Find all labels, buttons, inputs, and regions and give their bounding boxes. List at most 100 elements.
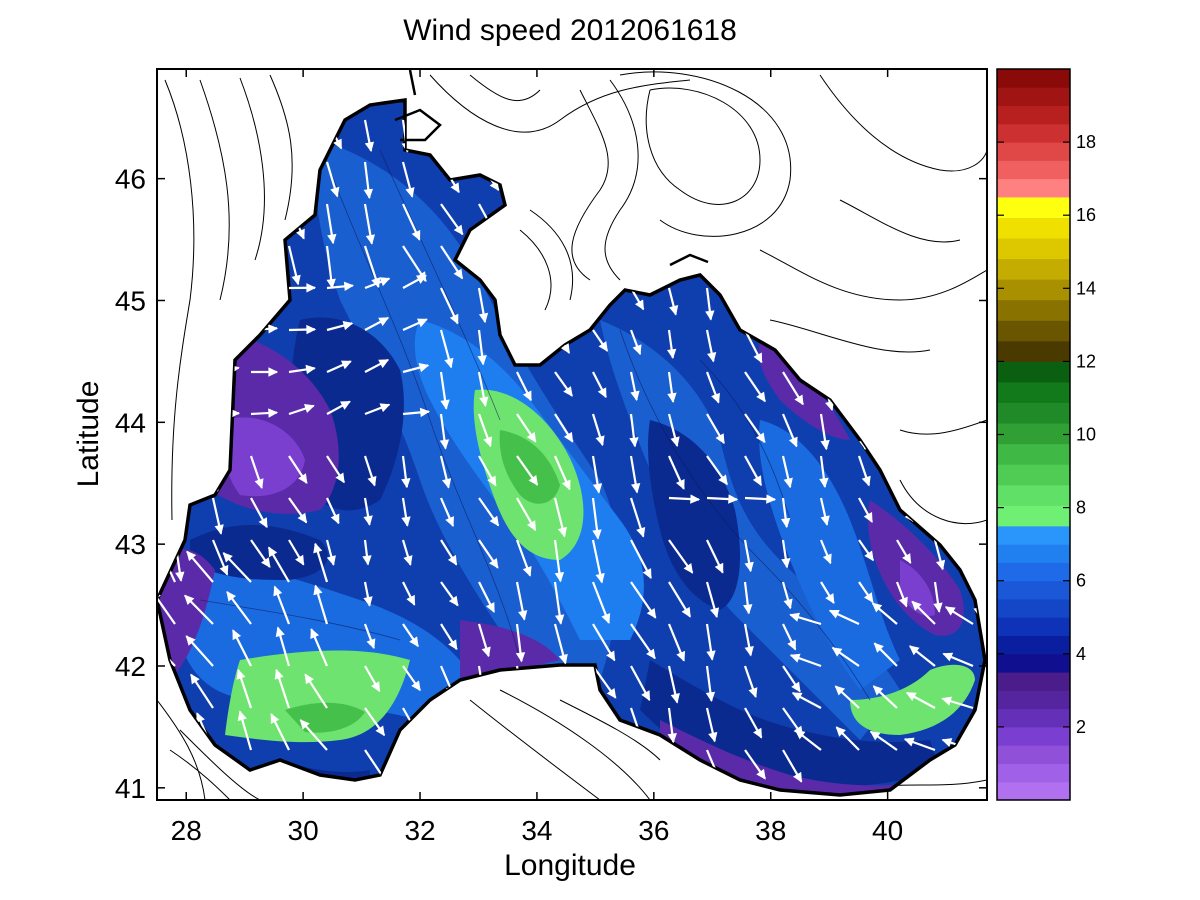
- wind-arrow: [477, 623, 491, 658]
- wind-arrow: [835, 726, 860, 751]
- wind-arrow: [288, 497, 308, 524]
- wind-arrow: [440, 539, 458, 566]
- wind-arrow: [326, 320, 354, 332]
- colorbar-step-blue: [997, 635, 1070, 655]
- wind-arrow: [873, 642, 898, 667]
- wind-arrow: [781, 455, 793, 489]
- wind-arrow: [592, 665, 617, 699]
- colorbar-step-green: [997, 381, 1070, 404]
- colorbar-step-olive-yellow: [997, 340, 1070, 362]
- wind-arrow: [871, 602, 898, 625]
- colorbar-step-red: [997, 123, 1070, 143]
- wind-arrow: [744, 749, 766, 780]
- wind-arrow: [591, 455, 603, 494]
- wind-arrow: [401, 539, 413, 566]
- colorbar-step-purple: [997, 763, 1070, 783]
- wind-arrow: [440, 203, 464, 236]
- wind-arrow: [553, 455, 571, 491]
- colorbar-tick-label: 2: [1076, 717, 1086, 737]
- wind-arrow: [363, 203, 376, 245]
- wind-arrow: [226, 591, 252, 625]
- wind-arrow: [834, 685, 860, 709]
- wind-arrow: [516, 413, 537, 443]
- wind-arrow: [831, 646, 860, 667]
- colorbar-step-olive-yellow: [997, 217, 1070, 239]
- wind-arrow: [401, 455, 411, 489]
- colorbar-step-blue: [997, 525, 1070, 545]
- wind-arrow: [326, 497, 340, 525]
- wind-arrow: [554, 371, 573, 397]
- wind-arrow: [478, 455, 497, 487]
- wind-arrow: [911, 600, 936, 625]
- wind-arrow: [439, 329, 454, 369]
- wind-arrow: [858, 581, 874, 603]
- wind-arrow: [820, 581, 835, 604]
- wind-arrow: [941, 696, 974, 710]
- wind-arrow: [288, 455, 308, 484]
- y-tick-label: 46: [115, 164, 146, 195]
- wind-arrow: [185, 635, 214, 667]
- wind-arrow: [743, 539, 754, 573]
- wind-arrow: [780, 497, 791, 529]
- wind-arrow: [439, 455, 452, 489]
- wind-arrow: [630, 581, 657, 619]
- colorbar-step-blue: [997, 653, 1070, 673]
- colorbar-step-olive-yellow: [997, 258, 1070, 280]
- wind-arrow: [819, 455, 829, 489]
- crimea-coast-detail: [394, 69, 709, 267]
- x-tick-label: 36: [638, 815, 669, 846]
- wind-arrow: [895, 581, 908, 608]
- wind-arrow: [249, 455, 264, 489]
- wind-arrow: [325, 203, 337, 245]
- wind-arrow: [705, 665, 716, 703]
- wind-arrow: [515, 623, 526, 663]
- colorbar-step-purple: [997, 726, 1070, 746]
- wind-arrow: [743, 581, 753, 615]
- wind-arrow: [364, 277, 391, 290]
- wind-arrow: [363, 581, 373, 607]
- wind-arrow: [402, 363, 430, 374]
- wind-arrow: [326, 281, 355, 292]
- x-axis-label: Longitude: [504, 849, 636, 882]
- wind-arrow: [250, 497, 268, 529]
- wind-arrow: [553, 623, 568, 665]
- wind-arrow: [478, 581, 496, 613]
- wind-arrow: [668, 539, 694, 574]
- wind-arrow: [591, 413, 605, 447]
- wind-arrow: [477, 329, 487, 366]
- wind-arrow: [402, 623, 419, 648]
- y-tick-label: 45: [115, 285, 146, 316]
- colorbar-tick-label: 14: [1076, 278, 1096, 298]
- wind-arrow: [705, 287, 715, 321]
- wind-arrow: [250, 408, 279, 418]
- wind-arrow: [364, 358, 390, 373]
- wind-arrow: [516, 455, 539, 486]
- wind-arrow: [288, 404, 315, 416]
- wind-arrow: [706, 494, 739, 504]
- wind-arrow: [942, 652, 974, 668]
- wind-arrow: [629, 497, 646, 538]
- wind-arrow: [782, 749, 803, 783]
- colorbar-step-red: [997, 105, 1070, 125]
- wind-arrow: [858, 539, 875, 562]
- wind-arrow: [667, 455, 685, 490]
- wind-arrow: [478, 539, 499, 569]
- wind-arrow: [304, 673, 328, 709]
- wind-arrow: [819, 539, 832, 565]
- wind-arrow: [553, 497, 568, 538]
- wind-arrow: [401, 161, 415, 198]
- wind-arrow: [944, 606, 974, 625]
- wind-arrow: [190, 673, 214, 709]
- wind-arrow: [744, 455, 763, 487]
- wind-arrow: [288, 324, 317, 335]
- wind-arrow: [630, 623, 656, 660]
- wind-arrow: [477, 287, 489, 324]
- colorbar-step-olive-yellow: [997, 279, 1070, 301]
- colorbar-step-purple: [997, 690, 1070, 710]
- y-tick-label: 41: [115, 773, 146, 804]
- wind-arrow: [782, 665, 801, 693]
- wind-arrow: [743, 665, 758, 698]
- colorbar-step-red: [997, 142, 1070, 161]
- wind-arrow: [211, 539, 229, 576]
- wind-arrow: [706, 413, 725, 445]
